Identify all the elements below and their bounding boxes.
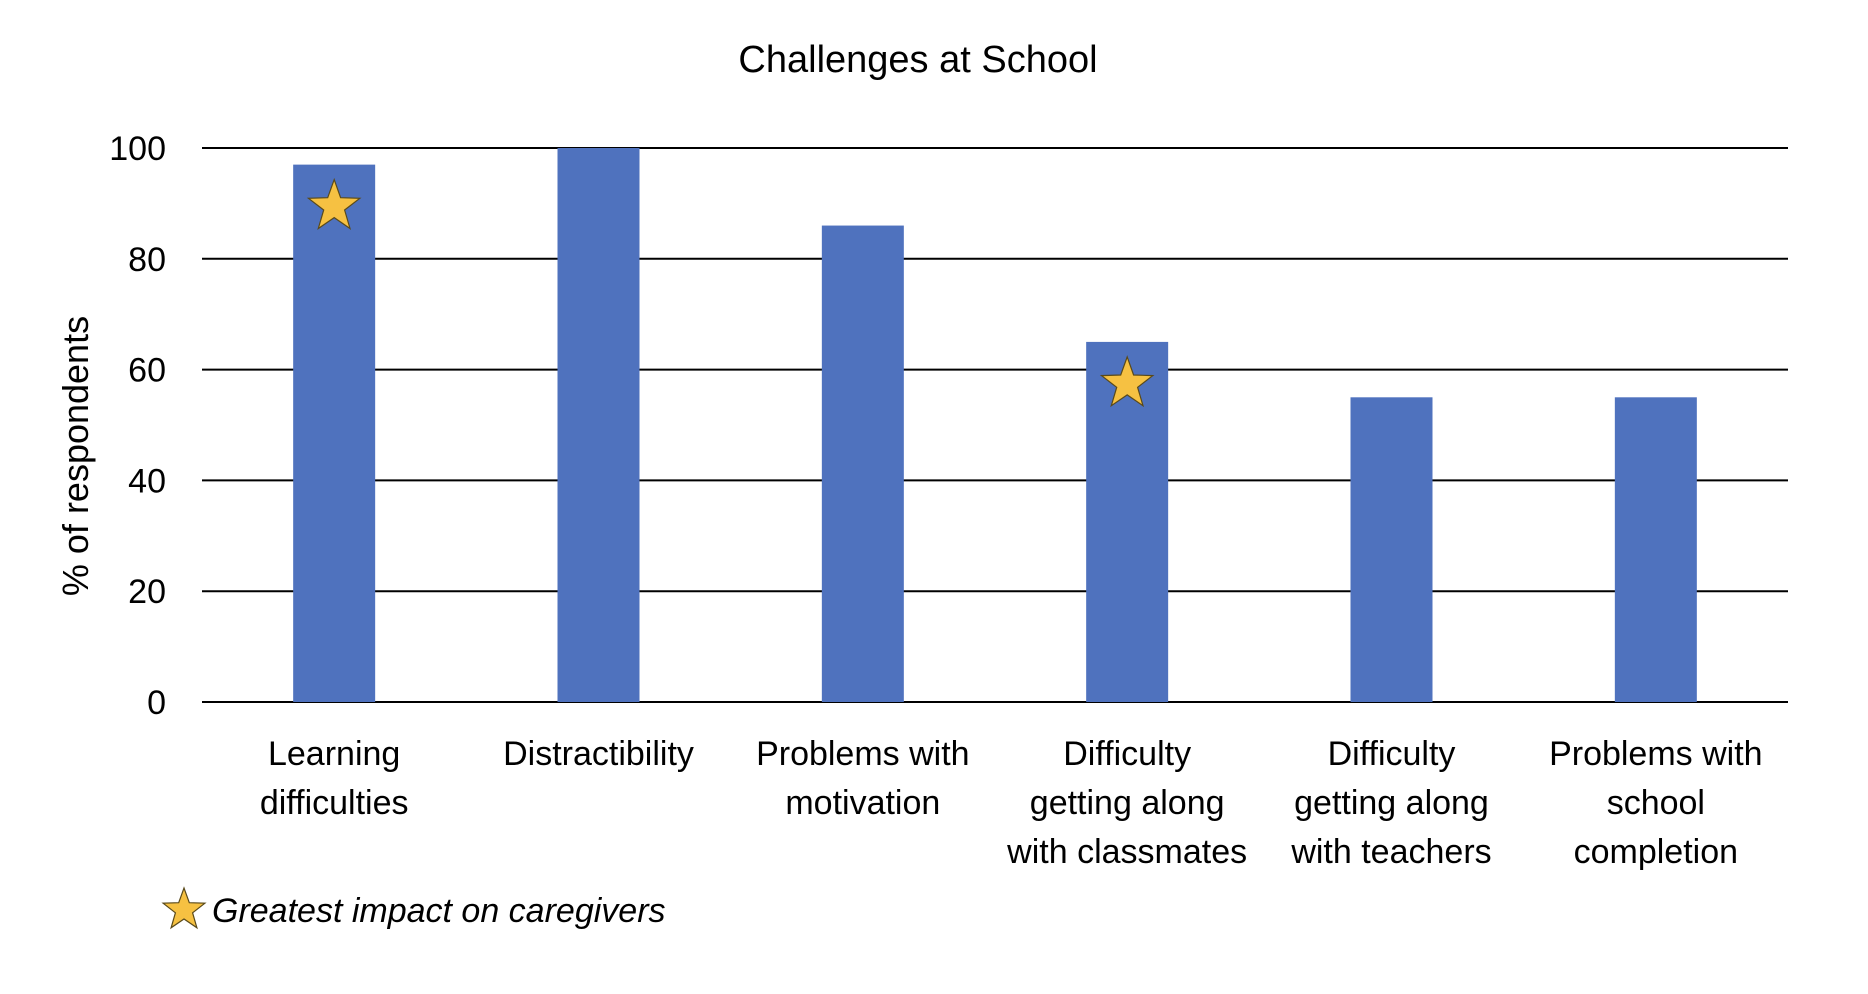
bar [557,148,640,702]
star-markers [306,177,1155,408]
legend-text: Greatest impact on caregivers [212,892,666,930]
gridlines [202,147,1788,703]
bar [293,164,376,702]
bar [821,225,904,702]
bars [293,148,1697,702]
y-tick-label: 60 [128,352,166,390]
category-label: Distractibility [503,735,694,773]
bar [1086,341,1169,702]
category-label: Learning difficulties [260,735,409,822]
star-icon [161,886,207,930]
bar [1614,397,1697,702]
y-tick-label: 0 [147,684,166,722]
star-icon [1099,355,1155,408]
y-tick-label: 40 [128,462,166,500]
chart-title: Challenges at School [738,39,1097,81]
category-label: Difficulty getting along with classmates [1006,735,1247,871]
y-tick-label: 80 [128,241,166,279]
bar [1350,397,1433,702]
category-labels: Learning difficulties Distractibility Probl… [260,735,1763,871]
star-icon [306,177,362,230]
y-axis-tick-labels: 0 20 40 60 80 100 [109,130,166,722]
category-label: Problems with school completion [1549,735,1763,871]
legend-star-icon [161,886,207,930]
y-tick-label: 100 [109,130,166,168]
category-label: Problems with motivation [756,735,970,822]
category-label: Difficulty getting along with teachers [1290,735,1491,871]
y-tick-label: 20 [128,573,166,611]
y-axis-label: % of respondents [55,316,96,596]
legend: Greatest impact on caregivers [161,886,666,930]
